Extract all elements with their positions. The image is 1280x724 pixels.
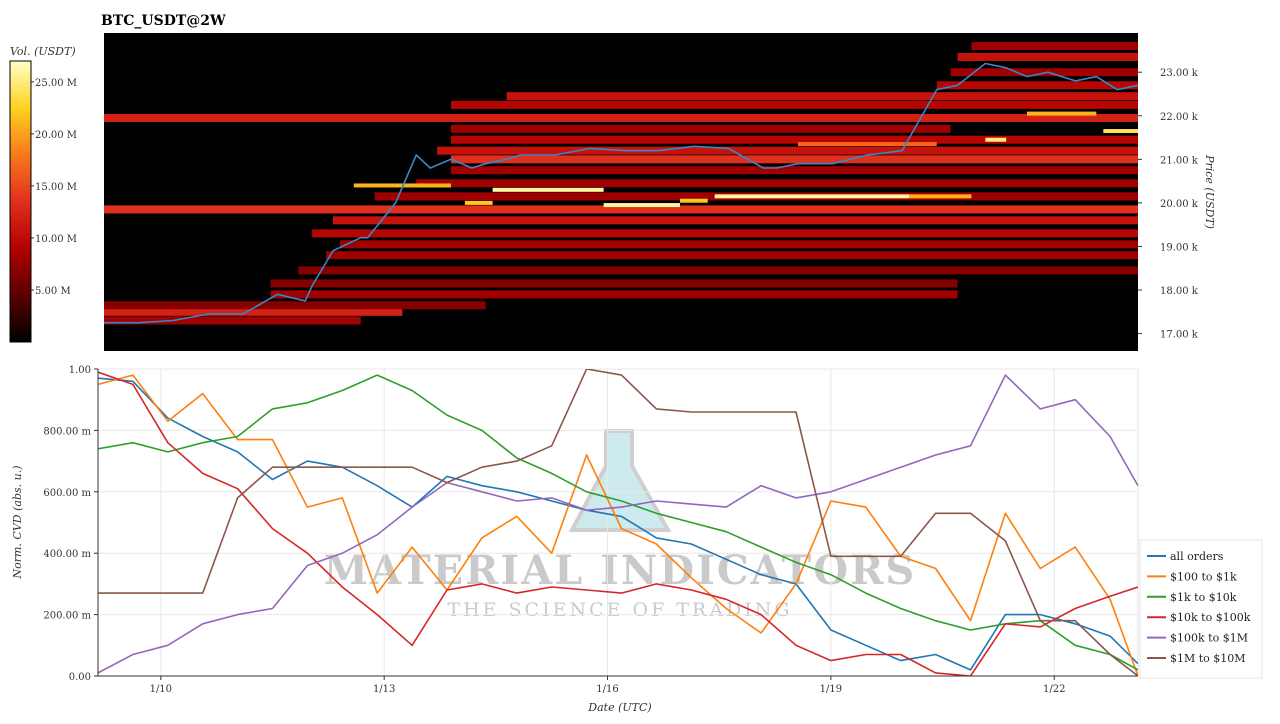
legend-label: $1k to $10k xyxy=(1170,591,1237,604)
cvd-tick-label: 200.00 m xyxy=(43,611,91,622)
cvd-panel: 1/10 1/13 1/16 1/19 1/22 0.00 200.00 m 400.00 … xyxy=(11,365,1139,714)
heatmap-bands xyxy=(104,42,1138,325)
heatmap-band xyxy=(270,290,958,299)
heatmap-band xyxy=(104,307,403,316)
heatmap-band xyxy=(957,52,1138,61)
price-tick-label: 21.00 k xyxy=(1160,155,1199,166)
cvd-series xyxy=(98,369,1138,676)
heatmap-band xyxy=(450,100,1138,109)
cvd-axis-label: Norm. CVD (abs. u.) xyxy=(11,465,24,579)
colorbar-tick-label: 10.00 M xyxy=(35,234,77,245)
order-wall xyxy=(985,137,1007,142)
order-wall xyxy=(1103,129,1138,134)
order-wall xyxy=(679,198,708,203)
heatmap-band xyxy=(104,316,361,325)
colorbar-gradient xyxy=(9,60,32,343)
watermark-tagline: THE SCIENCE OF TRADING xyxy=(447,599,792,621)
watermark-flask-icon xyxy=(568,429,672,532)
cvd-tick-label: 0.00 xyxy=(69,672,91,683)
price-tick-label: 18.00 k xyxy=(1160,286,1199,297)
watermark: MATERIAL INDICATORS THE SCIENCE OF TRADI… xyxy=(324,429,917,621)
heatmap-band xyxy=(437,146,1138,155)
colorbar-tick-label: 15.00 M xyxy=(35,182,77,193)
date-tick-label: 1/19 xyxy=(820,684,842,695)
heatmap-band xyxy=(971,42,1138,51)
legend-label: $100k to $1M xyxy=(1170,632,1248,645)
chart-title: BTC_USDT@2W xyxy=(101,13,226,29)
heatmap-band xyxy=(298,266,1138,275)
cvd-tick-label: 400.00 m xyxy=(43,549,91,560)
legend-label: $10k to $100k xyxy=(1170,611,1251,624)
heatmap-band xyxy=(450,155,1138,164)
order-wall xyxy=(492,187,604,192)
order-wall xyxy=(464,200,493,205)
heatmap-band xyxy=(104,205,1138,214)
legend-box xyxy=(1139,539,1263,679)
heatmap-band xyxy=(270,279,958,288)
date-tick-label: 1/10 xyxy=(150,684,172,695)
price-tick-label: 20.00 k xyxy=(1160,199,1199,210)
legend: all orders $100 to $1k $1k to $10k $10k to … xyxy=(1139,539,1263,679)
legend-items: all orders $100 to $1k $1k to $10k $10k to … xyxy=(1147,550,1251,665)
cvd-tick-label: 600.00 m xyxy=(43,488,91,499)
heatmap-band xyxy=(936,81,1138,90)
colorbar-tick-label: 5.00 M xyxy=(35,286,71,297)
heatmap-band xyxy=(450,135,1138,144)
date-tick-label: 1/16 xyxy=(596,684,618,695)
cvd-series-line xyxy=(98,374,1138,676)
cvd-axis-ticks: 0.00 200.00 m 400.00 m 600.00 m 800.00 m 1.00 xyxy=(43,365,99,683)
order-wall xyxy=(908,194,972,199)
heatmap-band xyxy=(104,113,1138,122)
order-wall xyxy=(797,142,937,147)
price-tick-label: 19.00 k xyxy=(1160,242,1199,253)
date-tick-label: 1/22 xyxy=(1043,684,1065,695)
order-wall xyxy=(714,194,909,199)
order-wall xyxy=(603,203,680,208)
cvd-series-line xyxy=(98,369,1138,676)
heatmap-panel: 17.00 k 18.00 k 19.00 k 20.00 k 21.00 k 22.00… xyxy=(104,33,1216,351)
cvd-tick-label: 800.00 m xyxy=(43,426,91,437)
heatmap-band xyxy=(104,301,486,310)
price-tick-label: 17.00 k xyxy=(1160,330,1199,341)
cvd-series-line xyxy=(98,371,1138,676)
price-tick-label: 22.00 k xyxy=(1160,112,1199,123)
order-wall xyxy=(1026,111,1097,116)
date-tick-label: 1/13 xyxy=(373,684,395,695)
date-axis-label: Date (UTC) xyxy=(587,701,651,714)
heatmap-band xyxy=(312,229,1138,238)
heatmap-band xyxy=(326,251,1138,260)
heatmap-band xyxy=(506,92,1138,101)
colorbar-label: Vol. (USDT) xyxy=(10,45,76,58)
cvd-tick-label: 1.00 xyxy=(69,365,91,376)
price-line xyxy=(104,62,1138,324)
heatmap-band xyxy=(450,124,951,133)
legend-label: all orders xyxy=(1170,550,1224,563)
colorbar: Vol. (USDT) 5.00 M 10.00 M 15.00 M 20.00 M 2… xyxy=(9,45,77,343)
colorbar-tick-label: 20.00 M xyxy=(35,130,77,141)
price-axis-label: Price (USDT) xyxy=(1203,154,1216,229)
heatmap-band xyxy=(333,216,1138,225)
heatmap-band xyxy=(416,179,1138,188)
cvd-series-line xyxy=(98,374,1138,674)
cvd-series-line xyxy=(98,374,1138,671)
colorbar-tick-label: 25.00 M xyxy=(35,78,77,89)
watermark-name: MATERIAL INDICATORS xyxy=(324,547,917,594)
legend-label: $100 to $1k xyxy=(1170,570,1237,583)
date-axis-ticks: 1/10 1/13 1/16 1/19 1/22 xyxy=(98,675,1138,695)
heatmap-band xyxy=(450,166,1138,175)
cvd-series-line xyxy=(98,377,1138,671)
colorbar-ticks: 5.00 M 10.00 M 15.00 M 20.00 M 25.00 M xyxy=(31,78,77,297)
price-axis-ticks: 17.00 k 18.00 k 19.00 k 20.00 k 21.00 k 22.00… xyxy=(1138,68,1199,341)
heatmap-band xyxy=(339,240,1138,249)
price-tick-label: 23.00 k xyxy=(1160,68,1199,79)
legend-label: $1M to $10M xyxy=(1170,652,1246,665)
